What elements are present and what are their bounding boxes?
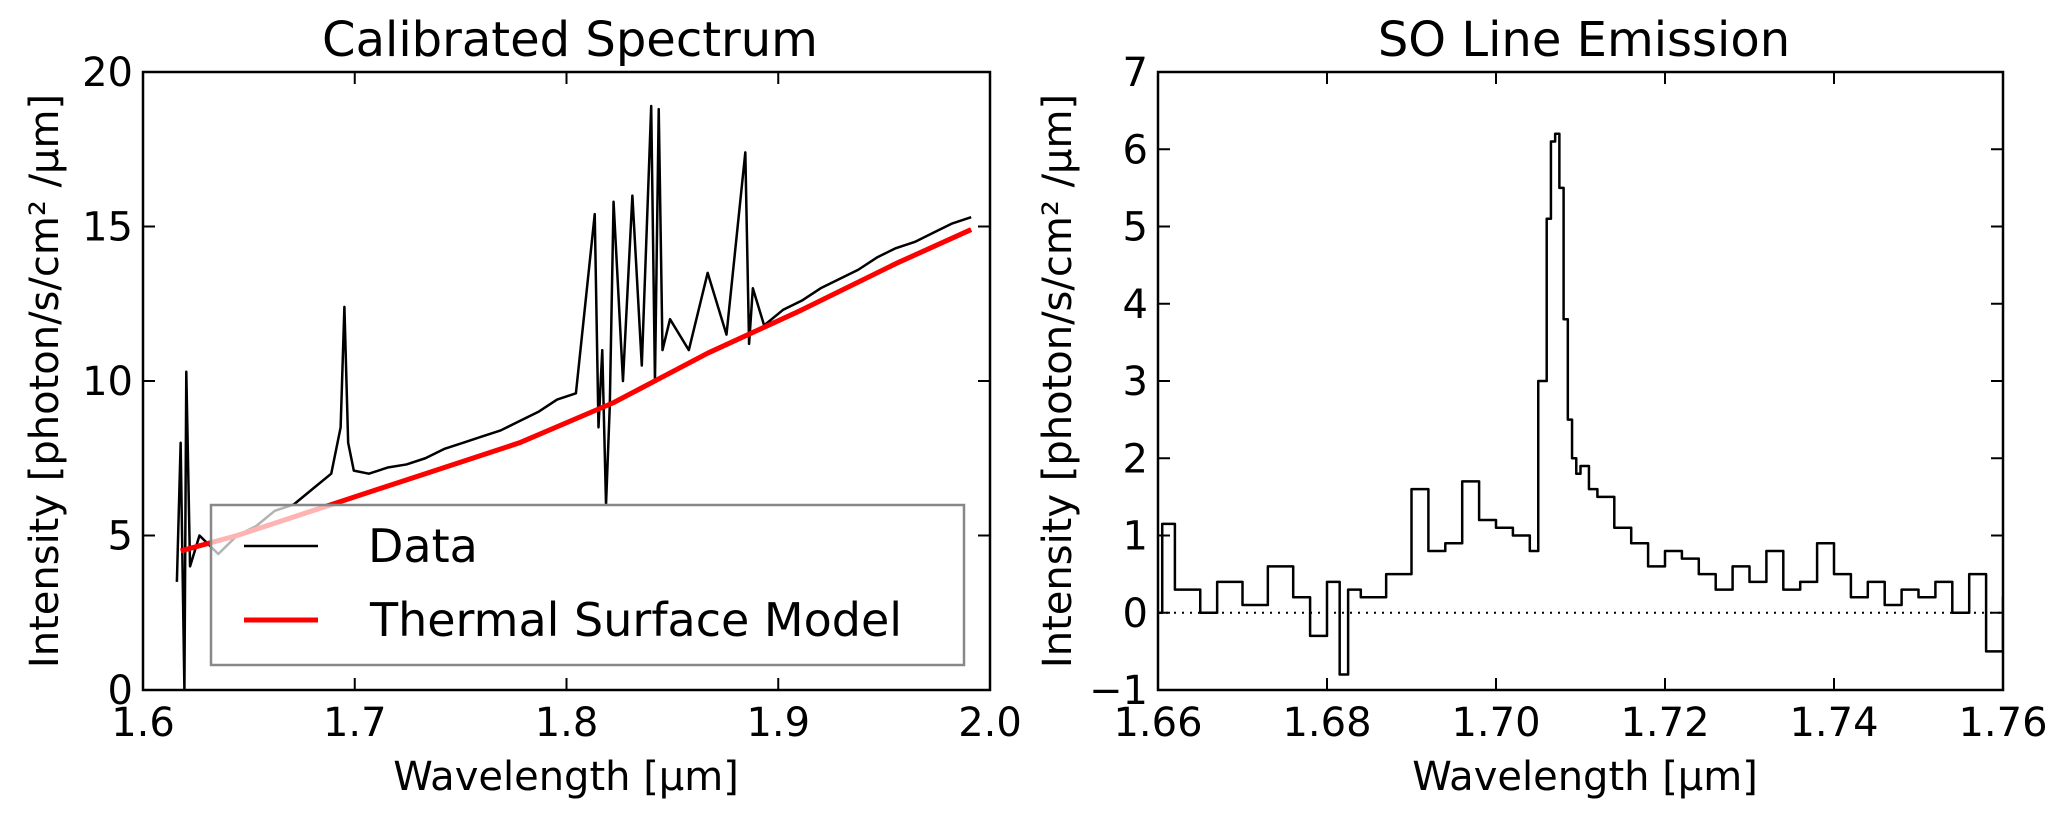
y-tick-label: 10 <box>82 359 133 405</box>
right-x-axis-label: Wavelength [μm] <box>1412 754 1758 800</box>
data-series-line <box>1158 132 2003 676</box>
y-tick-label: 3 <box>1123 359 1148 405</box>
y-tick-label: 2 <box>1123 436 1148 482</box>
left-y-axis-label: Intensity [photon/s/cm² /μm] <box>22 94 68 668</box>
x-tick-label: 2.0 <box>958 700 1022 746</box>
y-tick-label: 7 <box>1123 50 1148 96</box>
x-tick-label: 1.68 <box>1282 700 1371 746</box>
x-tick-label: 1.74 <box>1789 700 1878 746</box>
y-tick-label: 4 <box>1123 282 1148 328</box>
x-tick-label: 1.70 <box>1451 700 1540 746</box>
x-tick-label: 1.7 <box>323 700 387 746</box>
y-tick-label: 1 <box>1123 514 1148 560</box>
y-tick-label: 6 <box>1123 127 1148 173</box>
left-x-axis-label: Wavelength [μm] <box>393 754 739 800</box>
y-tick-label: 0 <box>108 668 133 714</box>
right-axes-frame <box>1156 70 2005 692</box>
x-tick-label: 1.6 <box>111 700 175 746</box>
left-ticks: 1.6 1.7 1.8 1.9 2.0 0 5 10 15 20 <box>82 50 1022 746</box>
legend-model-label: Thermal Surface Model <box>369 593 902 647</box>
y-tick-label: 0 <box>1123 591 1148 637</box>
right-y-axis-label: Intensity [photon/s/cm² /μm] <box>1035 94 1081 668</box>
x-tick-label: 1.9 <box>746 700 810 746</box>
y-tick-label: 15 <box>82 205 133 251</box>
legend-data-label: Data <box>368 519 478 573</box>
y-tick-label: −1 <box>1089 668 1148 714</box>
y-tick-label: 5 <box>1123 205 1148 251</box>
x-tick-label: 1.66 <box>1113 700 1202 746</box>
legend-frame <box>209 503 966 667</box>
x-tick-label: 1.8 <box>535 700 599 746</box>
left-panel: Calibrated Spectrum 1.6 1.7 1.8 1.9 2.005101… <box>22 12 1022 800</box>
legend: Data Thermal Surface Model <box>209 503 966 667</box>
x-tick-label: 1.72 <box>1620 700 1709 746</box>
right-chart-title: SO Line Emission <box>1378 12 1790 68</box>
left-chart-title: Calibrated Spectrum <box>322 12 818 68</box>
x-tick-label: 1.76 <box>1958 700 2047 746</box>
right-panel: SO Line Emission 1.66 1.68 1.70 1.72 1.74 1.7… <box>1035 12 2048 800</box>
right-plot-area <box>1158 132 2003 676</box>
y-tick-label: 5 <box>108 514 133 560</box>
right-ticks: 1.66 1.68 1.70 1.72 1.74 1.76 −1 0 1 2 3 4 5 6 7 <box>1089 50 2048 746</box>
y-tick-label: 20 <box>82 50 133 96</box>
